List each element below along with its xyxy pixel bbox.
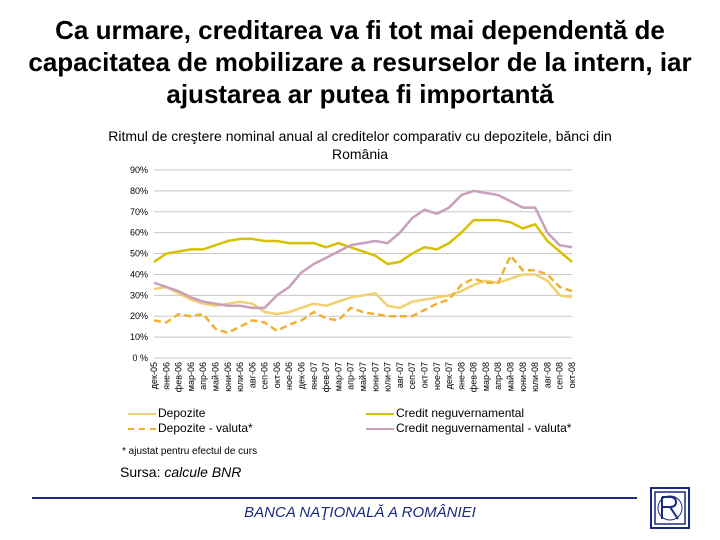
x-tick-label: апр-06 — [198, 362, 208, 390]
x-tick-label: апр-07 — [346, 362, 356, 390]
footnote: * ajustat pentru efectul de curs — [122, 446, 258, 457]
legend-label-credit: Credit neguvernamental — [396, 406, 525, 420]
x-tick-label: сеп-07 — [407, 362, 417, 389]
x-tick-label: авг-07 — [395, 362, 405, 388]
y-tick-label: 10% — [130, 332, 148, 342]
y-axis-ticks: 0 % 10% 20% 30% 40% 50% 60% 70% 80% 90% — [130, 165, 148, 363]
x-tick-label: апр-08 — [493, 362, 503, 390]
source-prefix: Sursa: — [120, 464, 165, 480]
y-tick-label: 70% — [130, 207, 148, 217]
x-tick-label: авг-08 — [542, 362, 552, 388]
legend-label-depozite-valuta: Depozite - valuta* — [158, 421, 253, 435]
x-tick-label: окт-07 — [419, 362, 429, 388]
x-tick-label: юни-08 — [518, 362, 528, 392]
footer-divider — [32, 497, 637, 499]
x-tick-label: дек-07 — [444, 362, 454, 389]
legend-label-depozite: Depozite — [158, 406, 206, 420]
legend-item-depozite: Depozite — [128, 406, 253, 421]
x-tick-label: май-07 — [358, 362, 368, 391]
legend-left: Depozite Depozite - valuta* — [128, 406, 253, 436]
y-tick-label: 90% — [130, 165, 148, 175]
legend-item-credit-valuta: Credit neguvernamental - valuta* — [366, 421, 571, 436]
x-tick-label: мар-07 — [333, 362, 343, 391]
series-line-1 — [153, 218, 573, 266]
x-axis-ticks: дек-05 яне-06 фев-06 мар-06 апр-06 май-06 юни-… — [149, 362, 577, 392]
y-tick-label: 30% — [130, 290, 148, 300]
y-tick-label: 20% — [130, 311, 148, 321]
x-tick-label: яне-08 — [456, 362, 466, 390]
x-tick-label: фев-07 — [321, 362, 331, 392]
x-tick-label: мар-08 — [481, 362, 491, 391]
x-tick-label: окт-06 — [272, 362, 282, 388]
legend-label-credit-valuta: Credit neguvernamental - valuta* — [396, 421, 572, 435]
x-tick-label: дек-06 — [297, 362, 307, 389]
legend-right: Credit neguvernamental Credit neguvernam… — [366, 406, 571, 436]
legend-item-credit: Credit neguvernamental — [366, 406, 571, 421]
x-tick-label: авг-06 — [247, 362, 257, 388]
series-line-2 — [153, 254, 573, 335]
x-tick-label: фев-08 — [469, 362, 479, 392]
y-tick-label: 0 % — [132, 353, 148, 363]
chart-grid — [154, 169, 572, 359]
x-tick-label: окт-08 — [567, 362, 577, 388]
y-tick-label: 40% — [130, 269, 148, 279]
legend-swatch-depozite — [128, 412, 156, 415]
series-lines — [153, 189, 573, 335]
legend-swatch-credit — [366, 412, 394, 415]
x-tick-label: сеп-06 — [260, 362, 270, 389]
series-line-0 — [153, 273, 573, 316]
x-tick-label: ное-06 — [284, 362, 294, 390]
bnr-logo — [650, 487, 690, 529]
source-line: Sursa: calcule BNR — [120, 464, 241, 480]
y-tick-label: 80% — [130, 186, 148, 196]
x-tick-label: яне-06 — [161, 362, 171, 390]
x-tick-label: юли-06 — [235, 362, 245, 392]
x-tick-label: фев-06 — [174, 362, 184, 392]
x-tick-label: юни-07 — [370, 362, 380, 392]
chart-title: Ritmul de creştere nominal anual al cred… — [108, 128, 612, 162]
x-tick-label: юли-07 — [383, 362, 393, 392]
y-tick-label: 50% — [130, 249, 148, 259]
legend-item-depozite-valuta: Depozite - valuta* — [128, 421, 253, 436]
x-tick-label: юли-08 — [530, 362, 540, 392]
y-tick-label: 60% — [130, 228, 148, 238]
x-tick-label: сеп-08 — [555, 362, 565, 389]
x-tick-label: дек-05 — [149, 362, 159, 389]
x-tick-label: мар-06 — [186, 362, 196, 391]
x-tick-label: яне-07 — [309, 362, 319, 390]
x-tick-label: май-06 — [210, 362, 220, 391]
legend-swatch-credit-valuta — [366, 427, 394, 430]
x-tick-label: юни-06 — [223, 362, 233, 392]
source-name: calcule BNR — [164, 464, 242, 480]
legend-swatch-depozite-valuta — [128, 427, 156, 430]
bank-name: BANCA NAŢIONALĂ A ROMÂNIEI — [244, 504, 476, 521]
x-tick-label: май-08 — [506, 362, 516, 391]
x-tick-label: ное-07 — [432, 362, 442, 390]
page-title: Ca urmare, creditarea va fi tot mai depe… — [28, 15, 692, 109]
series-line-3 — [153, 189, 573, 310]
